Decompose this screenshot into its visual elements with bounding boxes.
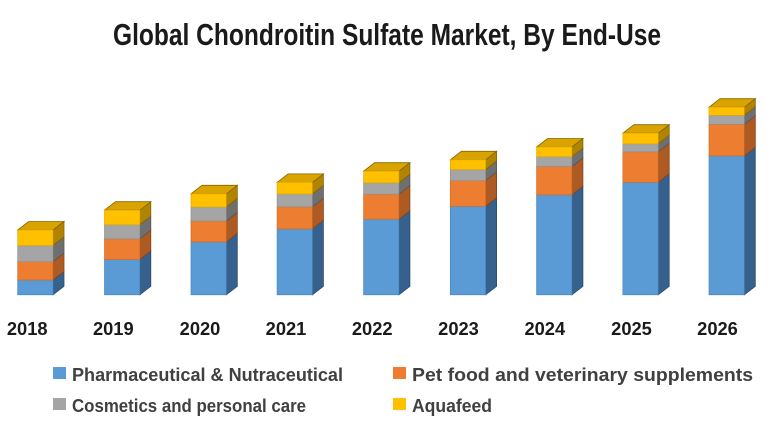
svg-text:Pet food and veterinary supple: Pet food and veterinary supplements bbox=[412, 365, 753, 385]
svg-text:2018: 2018 bbox=[7, 318, 48, 339]
svg-text:2020: 2020 bbox=[180, 318, 221, 339]
svg-text:2019: 2019 bbox=[93, 318, 134, 339]
svg-text:Pharmaceutical & Nutraceutical: Pharmaceutical & Nutraceutical bbox=[72, 365, 343, 385]
svg-text:2024: 2024 bbox=[524, 318, 566, 339]
svg-text:Aquafeed: Aquafeed bbox=[412, 396, 492, 416]
svg-text:2023: 2023 bbox=[438, 318, 479, 339]
svg-text:2021: 2021 bbox=[266, 318, 307, 339]
svg-text:2025: 2025 bbox=[611, 318, 652, 339]
svg-text:Global Chondroitin Sulfate Mar: Global Chondroitin Sulfate Market, By En… bbox=[113, 17, 661, 52]
svg-text:2022: 2022 bbox=[352, 318, 393, 339]
svg-text:2026: 2026 bbox=[697, 318, 738, 339]
svg-text:Cosmetics and personal care: Cosmetics and personal care bbox=[72, 396, 306, 416]
